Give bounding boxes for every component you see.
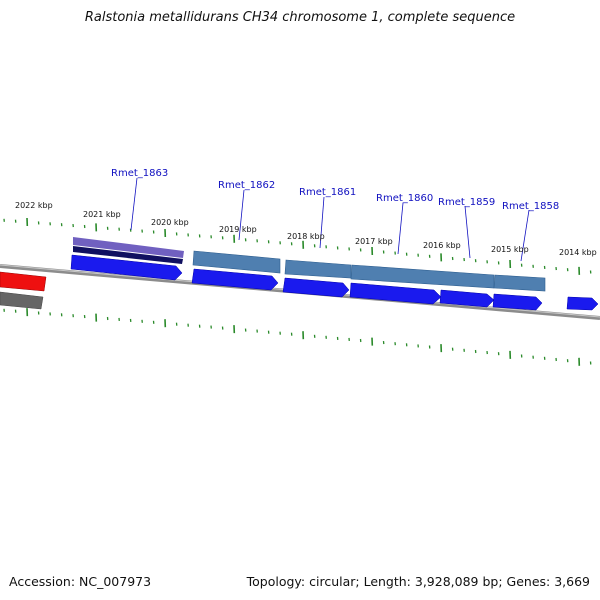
map-title: Ralstonia metallidurans CH34 chromosome … [84,10,516,25]
gene-label-rmet-1862[interactable]: Rmet_1862 [218,180,275,191]
gene-arrow-2[interactable] [191,268,279,291]
kbp-label-2019: 2019 kbp [219,225,257,234]
gene-arrow-3[interactable] [282,277,350,298]
gene-rmet-1858-upper[interactable] [493,274,546,292]
gene-label-rmet-1861[interactable]: Rmet_1861 [299,187,356,198]
kbp-label-2020: 2020 kbp [151,218,189,227]
kbp-label-2016: 2016 kbp [423,241,461,250]
gene-label-rmet-1860[interactable]: Rmet_1860 [376,193,433,204]
gene-label-rmet-1863[interactable]: Rmet_1863 [111,168,168,179]
gene-red-partial[interactable] [0,271,47,292]
gene-arrow-4[interactable] [349,282,442,305]
kbp-label-2022: 2022 kbp [15,201,53,210]
gene-rmet-1863-upper[interactable] [73,237,184,258]
kbp-label-2021: 2021 kbp [83,210,121,219]
gene-rmet-1860[interactable] [350,264,495,289]
gene-arrow-6[interactable] [492,293,543,311]
leader-rmet-1860 [397,202,404,255]
leader-rmet-1862 [238,189,245,241]
gene-arrow-5[interactable] [439,289,495,308]
kbp-label-2017: 2017 kbp [355,237,393,246]
gene-arrow-1[interactable] [70,254,183,281]
kbp-label-2015: 2015 kbp [491,245,529,254]
gene-arrow-7[interactable] [566,296,599,311]
gene-rmet-1861[interactable] [284,259,352,279]
leader-rmet-1863 [130,177,138,231]
leader-rmet-1859 [464,205,471,259]
accession-text: Accession: NC_007973 [9,574,152,589]
gene-rmet-1862[interactable] [192,250,281,274]
gene-label-rmet-1858[interactable]: Rmet_1858 [502,201,559,212]
gene-label-rmet-1859[interactable]: Rmet_1859 [438,197,495,208]
outer-ticks [3,217,592,275]
gene-gray-partial[interactable] [0,291,44,310]
kbp-label-2018: 2018 kbp [287,232,325,241]
inner-ticks [3,308,592,366]
leader-rmet-1858 [520,209,530,262]
leader-rmet-1861 [319,196,325,249]
gene-rmet-1863-lower[interactable] [73,246,183,264]
topology-summary: Topology: circular; Length: 3,928,089 bp… [246,574,590,589]
kbp-label-2014: 2014 kbp [559,248,597,257]
